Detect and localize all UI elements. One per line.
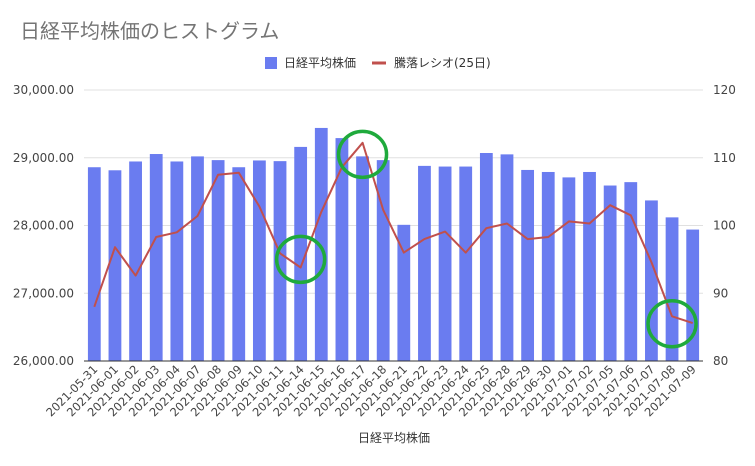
bar [521, 169, 535, 361]
y-axis-left: 30,000.00 29,000.00 28,000.00 27,000.00 26,0… [13, 83, 74, 368]
bar [500, 154, 514, 361]
annotation-circle [646, 298, 698, 349]
bar [170, 161, 184, 361]
y-tick-label: 30,000.00 [13, 83, 74, 97]
annotations [274, 129, 698, 349]
bar [252, 160, 266, 361]
annotation-circle [336, 129, 389, 180]
bar [273, 161, 287, 361]
bar [129, 161, 142, 361]
bar [438, 166, 452, 361]
y2-tick-label: 80 [713, 354, 728, 368]
y2-tick-label: 90 [713, 286, 728, 300]
y-tick-label: 28,000.00 [13, 219, 74, 233]
y-tick-label: 27,000.00 [13, 286, 74, 300]
y2-tick-label: 100 [713, 219, 736, 233]
bar [459, 166, 473, 361]
annotation-circle [274, 234, 327, 285]
chart-title: 日経平均株価のヒストグラム [20, 19, 279, 43]
line-series-path [93, 141, 694, 325]
bar [211, 160, 225, 361]
gridlines [84, 89, 703, 294]
legend-label-line: 騰落レシオ(25日) [394, 55, 491, 70]
bar [108, 170, 122, 361]
bar [562, 177, 576, 361]
y-axis-right: 120 110 100 90 80 [713, 83, 736, 368]
bar-series [87, 127, 700, 361]
legend-label-bar: 日経平均株価 [284, 55, 356, 70]
x-axis-title: 日経平均株価 [358, 430, 430, 445]
line-series [93, 141, 694, 325]
bar [356, 156, 369, 361]
bar [624, 182, 638, 361]
bar [149, 154, 163, 361]
bar [418, 165, 431, 361]
bar [541, 171, 555, 361]
y2-tick-label: 110 [713, 151, 736, 165]
y2-tick-label: 120 [713, 83, 736, 97]
bar [397, 224, 411, 361]
bar [665, 217, 679, 361]
bar [191, 156, 204, 361]
bar [232, 167, 246, 361]
x-axis: 2021-05-312021-06-012021-06-022021-06-03… [43, 360, 703, 419]
bar [479, 153, 493, 361]
bar [294, 146, 308, 361]
bar [583, 171, 596, 361]
bar [314, 127, 328, 361]
y-tick-label: 29,000.00 [13, 151, 74, 165]
legend-swatch-bar [265, 57, 277, 69]
bar [603, 185, 617, 361]
bar [376, 160, 390, 361]
legend: 日経平均株価 騰落レシオ(25日) [265, 55, 491, 70]
bar [87, 167, 101, 361]
bar [335, 138, 349, 361]
y-tick-label: 26,000.00 [13, 354, 74, 368]
